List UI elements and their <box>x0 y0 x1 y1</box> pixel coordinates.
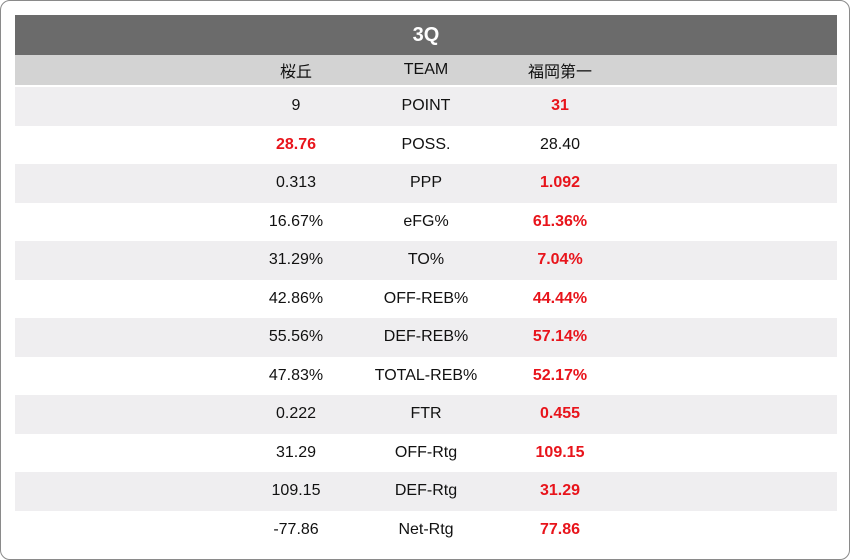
right-team-value: 31.29 <box>539 482 581 500</box>
quarter-title: 3Q <box>15 15 837 55</box>
right-team-value: 52.17% <box>532 366 588 384</box>
header-team-right: 福岡第一 <box>527 64 592 81</box>
table-row: 55.56% DEF-REB% 57.14% <box>15 318 837 357</box>
left-team-value: 109.15 <box>271 482 321 500</box>
left-team-value: 31.29 <box>275 443 317 461</box>
column-header-row: 桜丘 TEAM 福岡第一 <box>15 55 837 87</box>
right-team-value: 1.092 <box>539 174 581 192</box>
table-row: 0.222 FTR 0.455 <box>15 395 837 434</box>
header-team-left: 桜丘 <box>279 64 312 81</box>
table-row: 16.67% eFG% 61.36% <box>15 203 837 242</box>
right-team-value: 31 <box>551 97 569 115</box>
stats-table: 3Q 桜丘 TEAM 福岡第一 9 POINT 31 28.76 POSS. 28.40 0… <box>15 15 837 549</box>
table-row: 9 POINT 31 <box>15 87 837 126</box>
left-team-value: 47.83% <box>268 366 324 384</box>
left-team-value: 28.76 <box>275 135 317 153</box>
right-team-value: 44.44% <box>532 289 588 307</box>
stat-label: eFG% <box>403 212 449 230</box>
table-row: 31.29% TO% 7.04% <box>15 241 837 280</box>
right-team-value: 61.36% <box>532 212 588 230</box>
stat-label: TOTAL-REB% <box>374 366 478 384</box>
table-row: 109.15 DEF-Rtg 31.29 <box>15 472 837 511</box>
left-team-value: 0.313 <box>275 174 317 192</box>
stat-label: TO% <box>407 251 445 269</box>
table-row: 0.313 PPP 1.092 <box>15 164 837 203</box>
header-team-label: TEAM <box>403 61 449 78</box>
left-team-value: 0.222 <box>275 405 317 423</box>
left-team-value: 31.29% <box>268 251 324 269</box>
right-team-value: 57.14% <box>532 328 588 346</box>
left-team-value: 9 <box>291 97 301 115</box>
left-team-value: 55.56% <box>268 328 324 346</box>
table-row: 47.83% TOTAL-REB% 52.17% <box>15 357 837 396</box>
stat-label: Net-Rtg <box>398 520 454 538</box>
left-team-value: 16.67% <box>268 212 324 230</box>
stat-label: DEF-Rtg <box>394 482 458 500</box>
left-team-value: -77.86 <box>273 520 319 538</box>
table-row: -77.86 Net-Rtg 77.86 <box>15 511 837 550</box>
stat-label: DEF-REB% <box>383 328 469 346</box>
right-team-value: 28.40 <box>539 135 581 153</box>
stat-label: FTR <box>410 405 442 423</box>
right-team-value: 77.86 <box>539 520 581 538</box>
stat-label: OFF-Rtg <box>394 443 458 461</box>
table-row: 28.76 POSS. 28.40 <box>15 126 837 165</box>
left-team-value: 42.86% <box>268 289 324 307</box>
stat-label: POSS. <box>401 135 451 153</box>
stat-label: PPP <box>409 174 442 192</box>
right-team-value: 7.04% <box>537 251 583 269</box>
stat-label: OFF-REB% <box>383 289 469 307</box>
quarter-title-text: 3Q <box>412 23 440 46</box>
right-team-value: 0.455 <box>539 405 581 423</box>
stat-label: POINT <box>401 97 451 115</box>
stats-rows: 9 POINT 31 28.76 POSS. 28.40 0.313 PPP 1.092 16.6… <box>15 87 837 549</box>
right-team-value: 109.15 <box>535 443 585 461</box>
table-row: 42.86% OFF-REB% 44.44% <box>15 280 837 319</box>
table-row: 31.29 OFF-Rtg 109.15 <box>15 434 837 473</box>
